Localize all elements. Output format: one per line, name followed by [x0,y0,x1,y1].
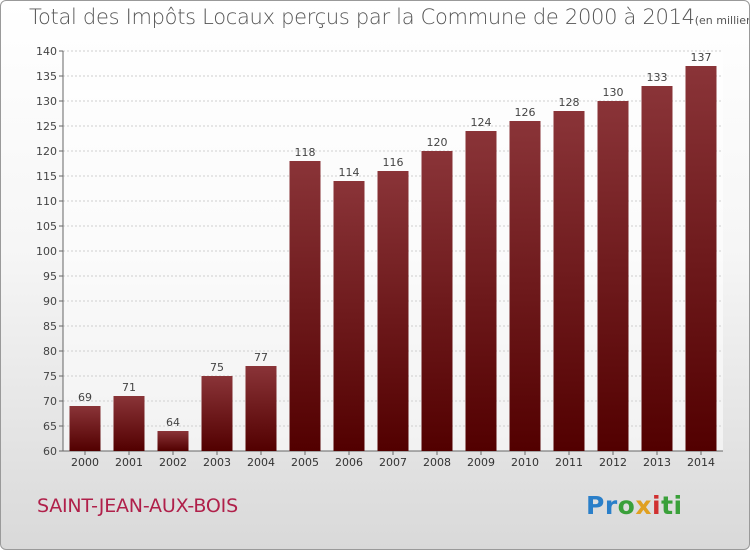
data-label-2000: 69 [78,391,92,404]
x-tick-label-2013: 2013 [643,456,671,469]
y-tick-label-60: 60 [43,445,57,458]
x-tick-label-2012: 2012 [599,456,627,469]
bars [69,66,717,451]
data-label-2002: 64 [166,416,180,429]
y-tick-label-85: 85 [43,320,57,333]
x-tick-label-2014: 2014 [687,456,715,469]
data-label-2006: 114 [339,166,360,179]
bar-2006 [333,181,365,451]
bar-2007 [377,171,409,451]
data-label-2009: 124 [471,116,492,129]
y-tick-label-110: 110 [36,195,57,208]
y-tick-label-65: 65 [43,420,57,433]
x-tick-label-2010: 2010 [511,456,539,469]
bar-2011 [553,111,585,451]
title-row: Total des Impôts Locaux perçus par la Co… [29,5,749,29]
data-label-2004: 77 [254,351,268,364]
proxiti-logo: Proxiti [586,491,683,520]
bar-2010 [509,121,541,451]
bar-2003 [201,376,233,451]
data-labels: 69 71 64 75 77 118 114 116 120 124 126 128 130 133 137 [78,51,712,429]
data-label-2007: 116 [383,156,404,169]
bar-2008 [421,151,453,451]
y-tick-label-115: 115 [36,170,57,183]
bar-2001 [113,396,145,451]
bar-2002 [157,431,189,451]
chart-title: Total des Impôts Locaux perçus par la Co… [29,5,695,29]
y-tick-label-90: 90 [43,295,57,308]
y-tick-label-105: 105 [36,220,57,233]
y-tick-label-120: 120 [36,145,57,158]
bar-2005 [289,161,321,451]
bar-2012 [597,101,629,451]
x-tick-label-2007: 2007 [379,456,407,469]
data-label-2003: 75 [210,361,224,374]
bar-2014 [685,66,717,451]
x-tick-label-2004: 2004 [247,456,275,469]
y-tick-label-100: 100 [36,245,57,258]
y-tick-label-135: 135 [36,70,57,83]
bar-2013 [641,86,673,451]
x-tick-label-2000: 2000 [71,456,99,469]
y-tick-label-75: 75 [43,370,57,383]
x-tick-label-2008: 2008 [423,456,451,469]
y-tick-label-80: 80 [43,345,57,358]
x-tick-label-2003: 2003 [203,456,231,469]
chart-unit-note: (en milliers d'€) [694,14,749,27]
y-tick-label-130: 130 [36,95,57,108]
bar-2009 [465,131,497,451]
x-tick-label-2002: 2002 [159,456,187,469]
commune-name: SAINT-JEAN-AUX-BOIS [37,495,238,517]
y-tick-label-95: 95 [43,270,57,283]
x-tick-label-2009: 2009 [467,456,495,469]
x-tick-label-2011: 2011 [555,456,583,469]
y-tick-label-125: 125 [36,120,57,133]
y-tick-label-140: 140 [36,45,57,58]
y-tick-label-70: 70 [43,395,57,408]
bar-2000 [69,406,101,451]
x-tick-label-2001: 2001 [115,456,143,469]
data-label-2013: 133 [647,71,668,84]
data-label-2005: 118 [295,146,316,159]
data-label-2011: 128 [559,96,580,109]
data-label-2010: 126 [515,106,536,119]
x-tick-label-2005: 2005 [291,456,319,469]
data-label-2008: 120 [427,136,448,149]
data-label-2012: 130 [603,86,624,99]
bar-2004 [245,366,277,451]
x-tick-label-2006: 2006 [335,456,363,469]
data-label-2001: 71 [122,381,136,394]
data-label-2014: 137 [691,51,712,64]
